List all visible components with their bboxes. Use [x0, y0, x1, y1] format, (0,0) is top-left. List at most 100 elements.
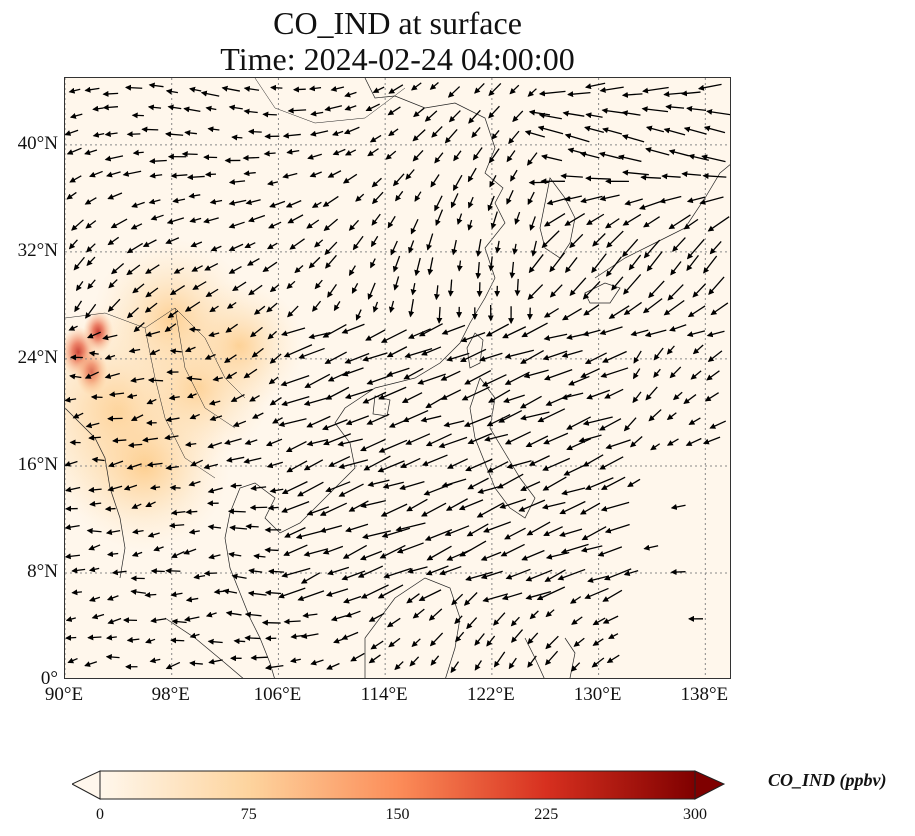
- wind-arrow: [672, 237, 686, 252]
- wind-arrow: [463, 414, 492, 428]
- wind-arrow: [281, 567, 311, 578]
- wind-arrow: [672, 391, 683, 401]
- wind-arrow: [131, 201, 145, 208]
- wind-arrow: [542, 457, 571, 471]
- wind-arrow: [108, 460, 124, 468]
- wind-arrow: [244, 635, 261, 642]
- wind-arrow: [629, 436, 643, 448]
- wind-arrow: [247, 257, 260, 266]
- lon-tick-label: 114°E: [360, 684, 408, 705]
- wind-arrow: [472, 147, 483, 161]
- wind-arrow: [184, 129, 197, 136]
- wind-arrow: [460, 331, 486, 343]
- coastline-mainland: [224, 78, 506, 678]
- wind-arrow: [348, 265, 356, 277]
- wind-arrow: [545, 393, 572, 406]
- wind-arrow: [127, 442, 143, 449]
- wind-arrow: [569, 596, 582, 604]
- wind-arrow: [104, 155, 124, 162]
- wind-arrow: [232, 281, 247, 292]
- wind-arrow: [669, 366, 682, 379]
- wind-arrow: [281, 396, 310, 407]
- wind-arrow: [688, 417, 701, 425]
- wind-arrow: [281, 481, 308, 495]
- wind-arrow: [281, 327, 306, 337]
- wind-arrow: [586, 213, 605, 226]
- wind-arrow: [85, 220, 97, 229]
- wind-arrow: [184, 346, 196, 353]
- wind-arrow: [165, 567, 181, 574]
- wind-arrow: [243, 368, 258, 379]
- wind-arrow: [126, 463, 142, 470]
- wind-arrow: [536, 586, 566, 601]
- wind-arrow: [506, 189, 514, 205]
- wind-arrow: [702, 172, 727, 179]
- wind-arrow: [357, 565, 384, 578]
- wind-arrow: [514, 211, 521, 225]
- wind-arrow: [250, 654, 268, 661]
- wind-arrow: [661, 173, 681, 180]
- wind-arrow: [297, 481, 324, 497]
- wind-arrow: [580, 545, 603, 553]
- colorbar-tick-label: 75: [240, 806, 257, 823]
- wind-arrow: [250, 485, 267, 492]
- wind-arrow: [420, 415, 442, 423]
- wind-arrow: [627, 478, 641, 488]
- wind-arrow: [623, 570, 639, 577]
- wind-arrow: [270, 84, 283, 91]
- wind-arrow: [405, 169, 415, 180]
- wind-arrow: [537, 408, 566, 423]
- wind-arrow: [145, 264, 160, 274]
- wind-arrow: [425, 396, 445, 409]
- wind-arrow: [297, 590, 325, 602]
- wind-arrow: [89, 500, 102, 507]
- wind-arrow: [427, 257, 434, 276]
- wind-arrow: [345, 523, 369, 533]
- wind-arrow: [283, 344, 313, 358]
- wind-arrow: [269, 200, 286, 208]
- wind-arrow: [444, 129, 458, 144]
- wind-arrow: [474, 633, 485, 646]
- coastline-philippines: [469, 377, 536, 519]
- wind-arrow: [266, 461, 283, 469]
- wind-arrow: [486, 461, 509, 473]
- wind-arrow: [404, 348, 433, 359]
- wind-arrow: [621, 91, 643, 98]
- wind-arrow: [104, 505, 116, 512]
- wind-arrow: [605, 439, 631, 450]
- wind-arrow: [222, 588, 238, 595]
- wind-arrow: [643, 544, 659, 551]
- wind-arrow: [418, 589, 442, 601]
- wind-arrow: [390, 240, 398, 256]
- wind-arrow: [527, 632, 539, 645]
- wind-arrow: [467, 219, 474, 231]
- wind-arrow: [341, 367, 364, 377]
- wind-arrow: [451, 593, 464, 606]
- wind-arrow: [352, 235, 364, 251]
- wind-arrow: [396, 542, 424, 554]
- border-mongolia: [254, 78, 406, 124]
- wind-arrow: [378, 386, 407, 400]
- wind-arrow: [351, 282, 359, 294]
- wind-arrow: [189, 413, 200, 420]
- wind-arrow: [310, 659, 324, 666]
- wind-arrow: [228, 221, 245, 229]
- wind-arrow: [86, 527, 102, 534]
- wind-arrow: [86, 256, 96, 267]
- wind-arrow: [126, 636, 140, 643]
- wind-arrow: [668, 214, 691, 230]
- wind-arrow: [303, 459, 324, 471]
- wind-arrow: [132, 283, 145, 294]
- wind-arrow: [267, 330, 278, 340]
- wind-arrow: [245, 199, 261, 206]
- wind-arrow: [278, 587, 306, 599]
- wind-arrow: [412, 608, 425, 619]
- wind-arrow: [578, 434, 602, 443]
- wind-arrow: [559, 500, 586, 515]
- wind-arrow: [617, 154, 642, 163]
- wind-arrow: [210, 245, 222, 252]
- wind-arrow: [537, 125, 564, 135]
- wind-arrow: [287, 107, 307, 114]
- wind-arrow: [188, 326, 201, 333]
- wind-arrow: [429, 82, 439, 90]
